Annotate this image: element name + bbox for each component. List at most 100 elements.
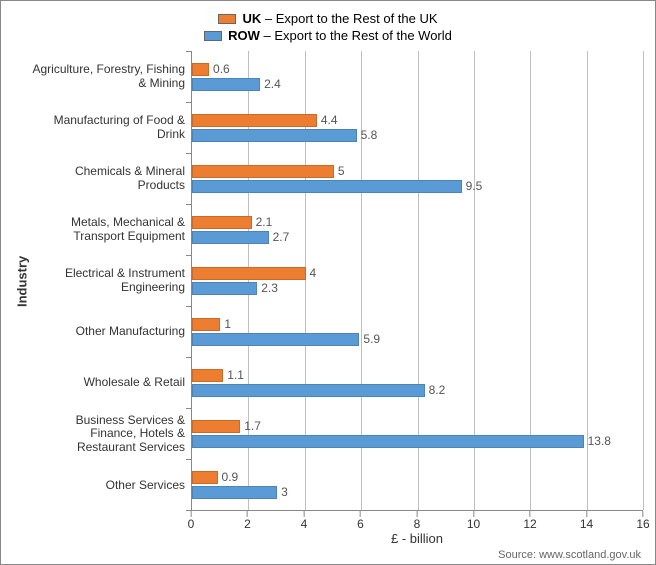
bar-value-uk: 5: [338, 164, 345, 178]
category-labels: Agriculture, Forestry, Fishing & MiningM…: [31, 51, 191, 511]
bar-value-row: 2.7: [273, 230, 290, 244]
bar-group: 0.93: [192, 459, 643, 510]
legend-rest-uk: – Export to the Rest of the UK: [261, 11, 437, 26]
bar-row: 5.9: [192, 333, 380, 346]
xaxis-tick-label: 6: [357, 517, 364, 531]
xaxis-tick: 2: [244, 511, 251, 531]
bar-groups: 0.62.44.45.859.52.12.742.315.91.18.21.71…: [192, 51, 643, 510]
bar-group: 4.4 5.8: [192, 102, 643, 153]
bar-row: 13.8: [192, 435, 611, 448]
bar-fill-row: [192, 486, 277, 499]
bar-fill-uk: [192, 267, 306, 280]
legend-swatch-uk: [218, 14, 236, 24]
bar-fill-uk: [192, 63, 209, 76]
bar-group: 59.5: [192, 153, 643, 204]
xaxis-tick-label: 10: [467, 517, 480, 531]
xaxis-tick: 8: [414, 511, 421, 531]
bar-uk: 1: [192, 318, 231, 331]
bar-value-uk: 0.6: [213, 62, 230, 76]
bar-fill-uk: [192, 165, 334, 178]
legend-label-row: ROW – Export to the Rest of the World: [228, 28, 452, 43]
bar-group: 1.1 8.2: [192, 357, 643, 408]
bar-value-row: 5.9: [363, 332, 380, 346]
bar-value-row: 2.3: [261, 281, 278, 295]
xaxis-tick-label: 12: [523, 517, 536, 531]
legend-label-uk: UK – Export to the Rest of the UK: [242, 11, 437, 26]
xaxis-tick-label: 16: [636, 517, 649, 531]
legend: UK – Export to the Rest of the UK ROW – …: [13, 11, 643, 43]
bar-fill-row: [192, 384, 425, 397]
chart-area: Industry Agriculture, Forestry, Fishing …: [13, 51, 643, 511]
xaxis-tick-label: 8: [414, 517, 421, 531]
plot-area: 0.62.44.45.859.52.12.742.315.91.18.21.71…: [191, 51, 643, 511]
legend-bold-row: ROW: [228, 28, 260, 43]
bar-fill-row: [192, 435, 584, 448]
bar-row: 2.3: [192, 282, 278, 295]
bar-fill-uk: [192, 471, 218, 484]
xaxis-tick-label: 4: [301, 517, 308, 531]
bar-value-uk: 4: [310, 266, 317, 280]
bar-fill-row: [192, 333, 359, 346]
legend-rest-row: – Export to the Rest of the World: [260, 28, 452, 43]
bar-value-uk: 1: [224, 317, 231, 331]
bar-fill-row: [192, 129, 357, 142]
legend-item-uk: UK – Export to the Rest of the UK: [218, 11, 437, 26]
category-label: Chemicals & Mineral Products: [31, 153, 191, 204]
yaxis-title: Industry: [13, 51, 31, 511]
yaxis-tick: [186, 408, 192, 409]
yaxis-tick: [186, 357, 192, 358]
category-label: Manufacturing of Food & Drink: [31, 102, 191, 153]
bar-value-row: 5.8: [361, 128, 378, 142]
bar-value-row: 9.5: [466, 179, 483, 193]
bar-row: 9.5: [192, 180, 482, 193]
bar-uk: 1.1: [192, 369, 244, 382]
xaxis-tick: 4: [301, 511, 308, 531]
xaxis-tick: 16: [636, 511, 649, 531]
yaxis-tick: [186, 102, 192, 103]
bar-fill-row: [192, 78, 260, 91]
yaxis-tick: [186, 459, 192, 460]
bar-row: 5.8: [192, 129, 377, 142]
xaxis-tick-label: 0: [188, 517, 195, 531]
bar-fill-uk: [192, 420, 240, 433]
bar-fill-uk: [192, 318, 220, 331]
xaxis-tick: 0: [188, 511, 195, 531]
legend-item-row: ROW – Export to the Rest of the World: [204, 28, 452, 43]
bar-value-row: 8.2: [429, 383, 446, 397]
bar-value-row: 2.4: [264, 77, 281, 91]
bar-uk: 0.9: [192, 471, 238, 484]
source-text: Source: www.scotland.gov.uk: [13, 549, 643, 561]
category-label: Other Manufacturing: [31, 307, 191, 358]
xaxis-tick: 12: [523, 511, 536, 531]
xaxis-ticks: 0246810121416: [191, 511, 643, 529]
bar-uk: 5: [192, 165, 345, 178]
bar-fill-uk: [192, 369, 223, 382]
bar-group: 2.12.7: [192, 204, 643, 255]
yaxis-tick: [186, 51, 192, 52]
xaxis: 0246810121416 £ - billion: [191, 511, 643, 547]
legend-bold-uk: UK: [242, 11, 261, 26]
bar-uk: 4.4: [192, 114, 338, 127]
bar-fill-row: [192, 282, 257, 295]
xaxis-tick: 6: [357, 511, 364, 531]
bar-row: 3: [192, 486, 288, 499]
category-label: Wholesale & Retail: [31, 358, 191, 409]
category-label: Other Services: [31, 460, 191, 511]
xaxis-title: £ - billion: [191, 531, 643, 546]
bar-value-uk: 1.1: [227, 368, 244, 382]
bar-uk: 1.7: [192, 420, 261, 433]
category-label: Metals, Mechanical & Transport Equipment: [31, 204, 191, 255]
xaxis-tick-label: 2: [244, 517, 251, 531]
bar-uk: 0.6: [192, 63, 230, 76]
yaxis-tick: [186, 153, 192, 154]
bar-row: 8.2: [192, 384, 445, 397]
bar-value-uk: 1.7: [244, 419, 261, 433]
xaxis-tick: 14: [580, 511, 593, 531]
category-label: Electrical & Instrument Engineering: [31, 255, 191, 306]
bar-row: 2.4: [192, 78, 281, 91]
bar-value-row: 3: [281, 485, 288, 499]
bar-fill-row: [192, 231, 269, 244]
bar-uk: 2.1: [192, 216, 272, 229]
chart-container: UK – Export to the Rest of the UK ROW – …: [0, 0, 656, 565]
category-label: Agriculture, Forestry, Fishing & Mining: [31, 51, 191, 102]
